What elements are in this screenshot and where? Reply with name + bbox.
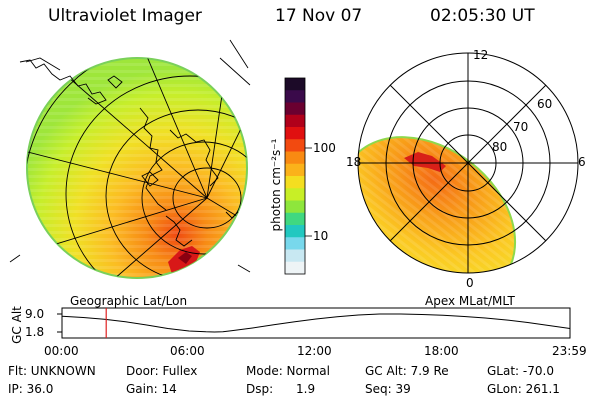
xtick-label-0600: 06:00	[170, 344, 205, 358]
mlat-label-70: 70	[513, 120, 529, 134]
colorbar-segment	[285, 225, 305, 238]
info-gain: Gain: 14	[126, 382, 177, 396]
colorbar-segment	[285, 188, 305, 201]
info-mode: Mode: Normal	[246, 364, 330, 378]
observation-date: 17 Nov 07	[275, 6, 363, 26]
colorbar-unit-label: photon cm⁻²s⁻¹	[269, 138, 283, 232]
apex-map	[357, 52, 579, 274]
colorbar-segment	[285, 114, 305, 128]
geographic-graticule	[9, 39, 251, 278]
mlat-label-60: 60	[537, 97, 553, 111]
right-map-caption: Apex MLat/MLT	[425, 294, 515, 308]
plot-frame	[61, 307, 571, 339]
colorbar-segment	[285, 176, 305, 189]
ytick-label-9: 9.0	[25, 307, 45, 321]
colorbar-segment	[285, 78, 305, 91]
apex-grid	[357, 52, 579, 274]
colorbar-segment	[285, 261, 305, 275]
info-door: Door: Fullex	[126, 364, 198, 378]
colorbar-tick-label-10: 10	[313, 229, 329, 243]
colorbar-tick-label-100: 100	[313, 141, 336, 155]
xtick-label-2359: 23:59	[552, 344, 587, 358]
mlt-label-18: 18	[346, 155, 362, 169]
colorbar-frame	[284, 77, 306, 275]
info-seq: Seq: 39	[365, 382, 411, 396]
mlt-label-6: 6	[578, 155, 586, 169]
colorbar-segment	[285, 212, 305, 226]
left-image-rim	[26, 57, 248, 279]
plot-ylabel: GC Alt	[10, 306, 24, 344]
xtick-label-1200: 12:00	[297, 344, 332, 358]
colorbar-segment	[285, 151, 305, 165]
info-dsp: Dsp: 1.9	[246, 382, 316, 396]
info-glat: GLat: -70.0	[487, 364, 554, 378]
info-ip: IP: 36.0	[8, 382, 54, 396]
observation-time: 02:05:30 UT	[430, 6, 535, 26]
colorbar	[285, 78, 305, 275]
ytick-label-1.8: 1.8	[25, 325, 45, 339]
xtick-label-0000: 00:00	[44, 344, 79, 358]
xtick-label-1800: 18:00	[424, 344, 459, 358]
info-gc-alt: GC Alt: 7.9 Re	[365, 364, 449, 378]
colorbar-segment	[285, 163, 305, 177]
colorbar-segment	[285, 139, 305, 152]
left-image-texture	[27, 58, 247, 278]
colorbar-segment	[285, 102, 305, 116]
mlat-label-80: 80	[492, 140, 508, 154]
mlt-label-0: 0	[466, 276, 474, 290]
mlt-label-12: 12	[473, 48, 489, 62]
colorbar-segment	[285, 200, 305, 214]
colorbar-segment	[285, 237, 305, 250]
right-red-spot	[404, 152, 446, 172]
left-map-caption: Geographic Lat/Lon	[70, 294, 188, 308]
colorbar-segment	[285, 127, 305, 140]
gc-altitude-line	[61, 313, 571, 333]
instrument-title: Ultraviolet Imager	[48, 6, 202, 26]
coastlines	[19, 59, 239, 247]
geographic-map	[9, 39, 251, 279]
colorbar-segment	[285, 249, 305, 263]
info-glon: GLon: 261.1	[487, 382, 560, 396]
altitude-plot	[57, 307, 571, 339]
info-flight: Flt: UNKNOWN	[8, 364, 96, 378]
colorbar-segment	[285, 90, 305, 103]
